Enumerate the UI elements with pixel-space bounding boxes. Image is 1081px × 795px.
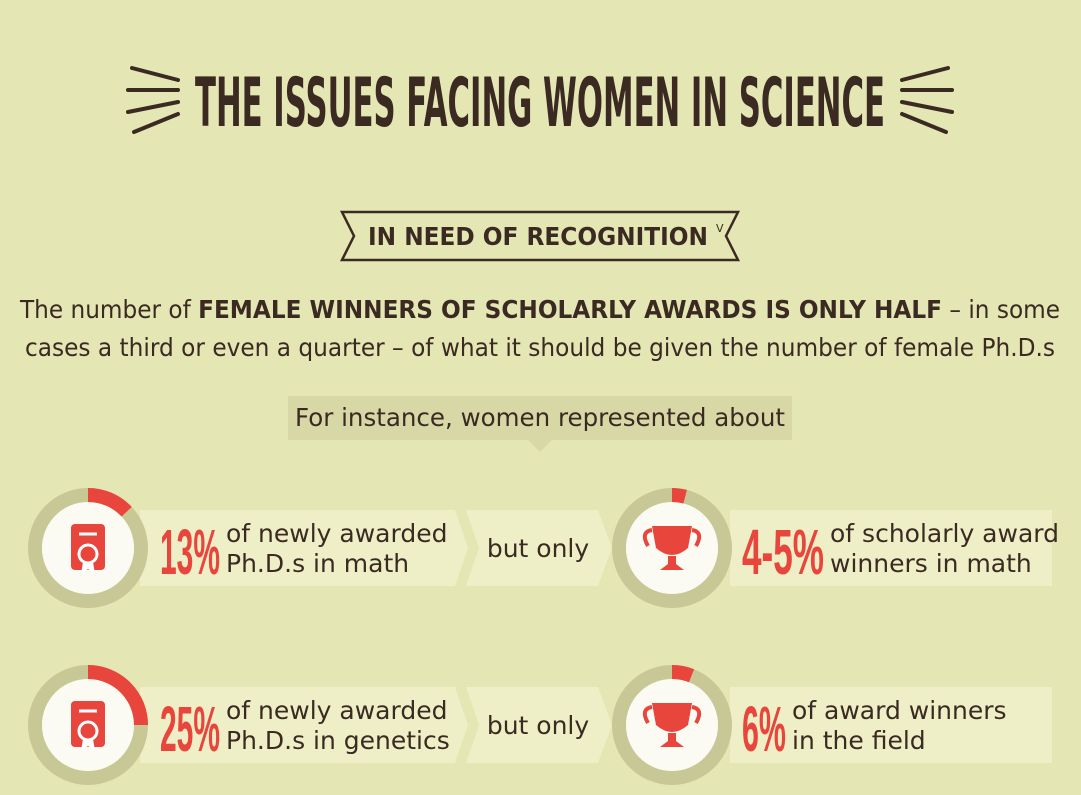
intro-tail: – in some <box>942 295 1060 324</box>
stat-description: winners in math <box>830 549 1032 578</box>
stat-value: 6% <box>742 693 786 765</box>
stat-description: of newly awarded <box>226 519 447 548</box>
intro-line: The number of FEMALE WINNERS OF SCHOLARL… <box>19 295 1060 324</box>
trophy-icon <box>652 526 692 570</box>
page-title: THE ISSUES FACING WOMEN IN SCIENCE <box>195 64 885 143</box>
trophy-icon <box>652 703 692 747</box>
ring-progress <box>87 665 148 726</box>
ring-progress <box>87 488 132 517</box>
stat-description: of award winners <box>792 696 1007 725</box>
ring-progress <box>671 488 687 504</box>
callout-text: For instance, women represented about <box>295 403 785 432</box>
trophy-handles <box>642 705 702 724</box>
certificate-ribbon <box>81 739 95 751</box>
intro-lead: The number of <box>19 295 198 324</box>
connector-text: but only <box>487 711 590 740</box>
section-label: IN NEED OF RECOGNITION <box>368 222 708 251</box>
stat-value: 25% <box>160 693 220 765</box>
section-ribbon <box>339 210 741 262</box>
ring-progress <box>671 665 695 683</box>
stat-description: of newly awarded <box>226 696 447 725</box>
intro-emphasis: FEMALE WINNERS OF SCHOLARLY AWARDS IS ON… <box>198 295 942 324</box>
trophy-handles <box>642 528 702 547</box>
connector-band <box>466 687 612 763</box>
left-band <box>140 687 468 763</box>
intro-line: cases a third or even a quarter – of wha… <box>25 333 1055 362</box>
connector-text: but only <box>487 534 590 563</box>
stat-value: 4-5% <box>742 516 824 588</box>
stat-description: Ph.D.s in math <box>226 549 409 578</box>
title-rays <box>126 66 954 134</box>
left-band <box>140 510 468 586</box>
stat-description: Ph.D.s in genetics <box>226 726 450 755</box>
right-band <box>730 687 1052 763</box>
callout-box <box>288 396 792 452</box>
stat-description: in the field <box>792 726 926 755</box>
section-marker: V <box>716 222 724 235</box>
certificate-ribbon <box>81 562 95 574</box>
stat-description: of scholarly award <box>830 519 1059 548</box>
connector-band <box>466 510 612 586</box>
stat-value: 13% <box>160 516 220 588</box>
right-band <box>730 510 1052 586</box>
